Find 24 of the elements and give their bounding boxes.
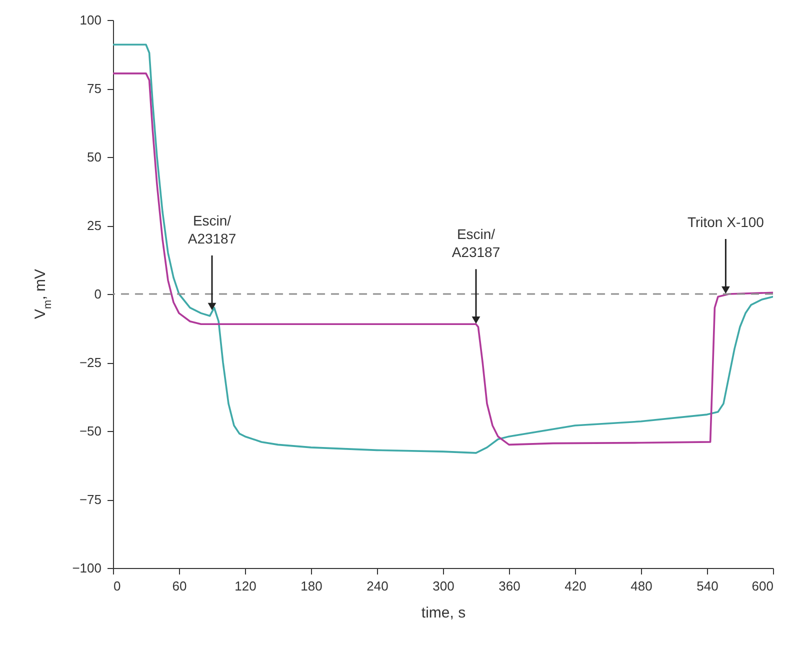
y-tick-label: −25 [79, 355, 102, 370]
y-tick-label: 75 [87, 81, 102, 96]
y-tick-label: −50 [79, 424, 102, 438]
x-tick-label: 300 [432, 578, 454, 594]
annotation: Escin/ A23187 [452, 226, 500, 260]
x-axis-title: time, s [421, 604, 466, 622]
y-tick-label: 25 [87, 218, 102, 233]
x-tick-label: 480 [630, 578, 652, 594]
y-tick-label: 100 [80, 12, 102, 28]
x-tick-label: 180 [300, 578, 322, 594]
y-tick-label: 50 [87, 150, 102, 164]
x-tick-label: 120 [234, 578, 256, 594]
y-tick-label: −75 [79, 492, 102, 507]
x-tick-label: 360 [498, 578, 520, 594]
x-tick-label: 60 [172, 578, 187, 594]
x-tick-label: 540 [696, 578, 718, 594]
y-tick-label: −100 [72, 560, 102, 576]
annotation: Triton X-100 [687, 214, 764, 230]
annotation: Escin/ A23187 [188, 212, 236, 246]
x-tick-label: 600 [752, 578, 774, 594]
x-tick-label: 0 [114, 578, 121, 594]
y-tick-label: 0 [94, 286, 102, 302]
x-tick-label: 420 [564, 578, 586, 594]
x-tick-label: 240 [366, 578, 388, 594]
